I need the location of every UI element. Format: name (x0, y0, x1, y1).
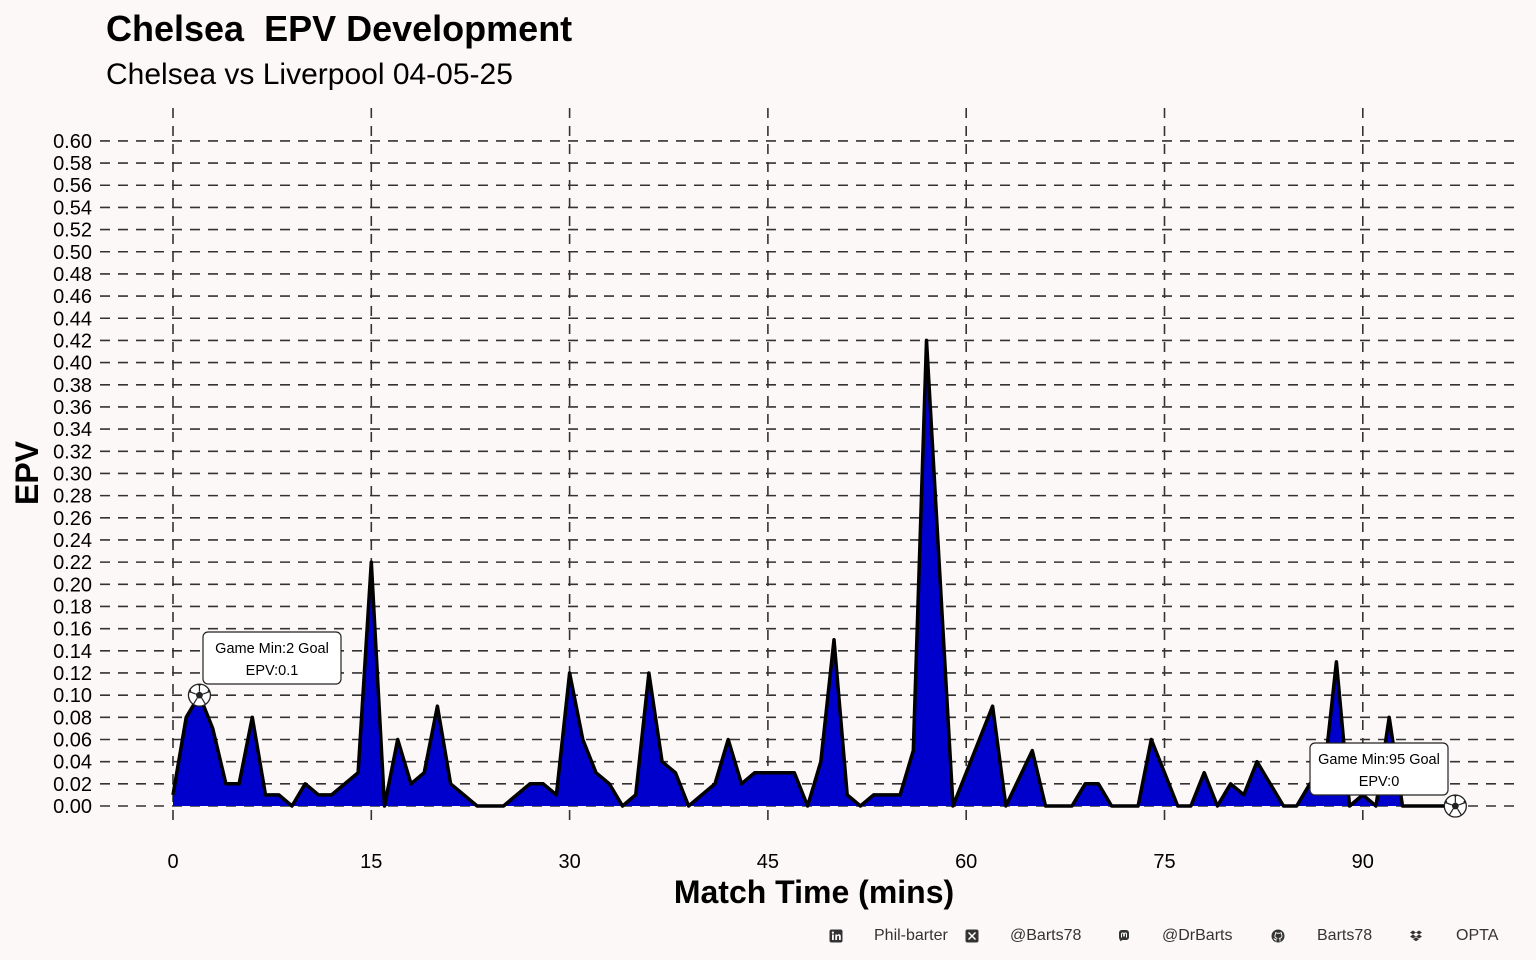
y-tick-label: 0.32 (53, 441, 92, 463)
footer-mastodon-label: @DrBarts (1162, 927, 1233, 944)
y-tick-label: 0.34 (53, 419, 92, 441)
y-axis-label: EPV (9, 440, 45, 505)
y-axis-ticks: 0.000.020.040.060.080.100.120.140.160.18… (53, 131, 92, 818)
x-tick-label: 60 (955, 851, 977, 873)
y-tick-label: 0.42 (53, 330, 92, 352)
y-tick-label: 0.56 (53, 175, 92, 197)
y-tick-label: 0.24 (53, 530, 92, 552)
y-tick-label: 0.46 (53, 286, 92, 308)
y-tick-label: 0.04 (53, 752, 92, 774)
y-tick-label: 0.50 (53, 242, 92, 264)
y-tick-label: 0.44 (53, 308, 92, 330)
x-tick-label: 30 (558, 851, 580, 873)
soccer-ball-icon (187, 683, 212, 707)
y-tick-label: 0.28 (53, 486, 92, 508)
epv-line (171, 338, 1456, 808)
footer-x-label: @Barts78 (1010, 927, 1082, 944)
y-tick-label: 0.58 (53, 153, 92, 175)
goal-label-line1: Game Min:95 Goal (1318, 752, 1440, 768)
chart-subtitle: Chelsea vs Liverpool 04-05-25 (106, 58, 513, 91)
footer-credits: Phil-barter @Barts78 @DrBarts Barts78 OP… (0, 925, 1536, 947)
x-tick-label: 45 (757, 851, 779, 873)
soccer-ball-icon (1443, 794, 1467, 818)
x-axis-ticks: 0 15 30 45 60 75 90 (167, 851, 1373, 873)
y-tick-label: 0.48 (53, 264, 92, 286)
github-icon[interactable] (1271, 929, 1285, 943)
footer-data-source-label: OPTA (1456, 927, 1499, 944)
grid-lines (100, 108, 1520, 826)
x-axis-label: Match Time (mins) (674, 874, 954, 910)
y-tick-label: 0.16 (53, 619, 92, 641)
y-tick-label: 0.06 (53, 729, 92, 751)
footer-linkedin-label: Phil-barter (874, 927, 948, 944)
x-tick-label: 75 (1153, 851, 1175, 873)
chart-title: Chelsea EPV Development (106, 8, 573, 49)
y-tick-label: 0.18 (53, 596, 92, 618)
mastodon-icon[interactable] (1117, 929, 1131, 943)
y-tick-label: 0.22 (53, 552, 92, 574)
x-tick-label: 90 (1352, 851, 1374, 873)
y-tick-label: 0.60 (53, 131, 92, 153)
epv-chart: 0.000.020.040.060.080.100.120.140.160.18… (9, 108, 1520, 910)
y-tick-label: 0.00 (53, 796, 92, 818)
epv-area-fill (173, 340, 1456, 806)
y-tick-label: 0.12 (53, 663, 92, 685)
linkedin-icon[interactable] (829, 929, 843, 943)
goal-label-line2: EPV:0 (1359, 774, 1400, 790)
goal-label-box (1309, 742, 1449, 796)
goal-label-line1: Game Min:2 Goal (215, 641, 329, 657)
y-tick-label: 0.20 (53, 574, 92, 596)
x-tick-label: 0 (167, 851, 178, 873)
y-tick-label: 0.30 (53, 463, 92, 485)
x-twitter-icon[interactable] (965, 929, 979, 943)
y-tick-label: 0.40 (53, 353, 92, 375)
y-tick-label: 0.54 (53, 197, 92, 219)
y-tick-label: 0.02 (53, 774, 92, 796)
y-tick-label: 0.10 (53, 685, 92, 707)
footer-github-label: Barts78 (1317, 927, 1373, 944)
y-tick-label: 0.36 (53, 397, 92, 419)
dropbox-icon[interactable] (1409, 929, 1423, 943)
goal-label-line2: EPV:0.1 (246, 663, 299, 679)
epv-area-series (171, 338, 1456, 808)
goal-annotations: Game Min:2 Goal EPV:0.1 Game Min:95 Goal EP… (187, 631, 1467, 818)
y-tick-label: 0.08 (53, 707, 92, 729)
x-tick-label: 15 (360, 851, 382, 873)
y-tick-label: 0.26 (53, 508, 92, 530)
y-tick-label: 0.38 (53, 375, 92, 397)
y-tick-label: 0.14 (53, 641, 92, 663)
goal-label-box (202, 631, 342, 685)
y-tick-label: 0.52 (53, 220, 92, 242)
